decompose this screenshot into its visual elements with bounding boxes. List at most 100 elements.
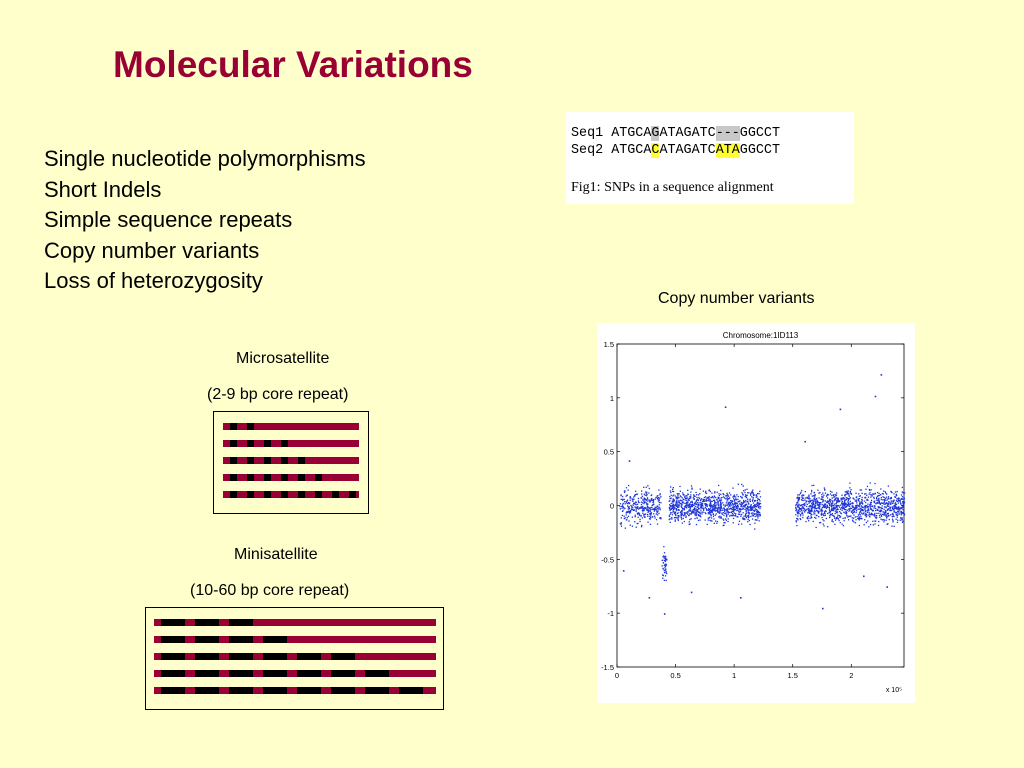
data-point bbox=[869, 523, 872, 526]
data-point bbox=[749, 507, 751, 509]
data-point bbox=[747, 502, 750, 504]
data-point bbox=[675, 515, 677, 517]
data-point bbox=[893, 499, 895, 501]
data-point bbox=[698, 496, 700, 499]
data-point bbox=[700, 499, 702, 501]
data-point bbox=[757, 502, 759, 505]
data-point bbox=[723, 524, 725, 526]
data-point bbox=[743, 490, 745, 492]
data-point bbox=[718, 497, 720, 499]
data-point bbox=[803, 503, 805, 506]
data-point bbox=[728, 497, 730, 500]
data-point bbox=[871, 495, 873, 497]
data-point bbox=[695, 503, 697, 505]
list-item: Single nucleotide polymorphisms bbox=[44, 146, 366, 171]
data-point bbox=[646, 509, 649, 511]
data-point bbox=[841, 501, 843, 503]
data-point bbox=[807, 497, 809, 500]
data-point bbox=[673, 513, 676, 515]
data-point bbox=[677, 505, 679, 507]
data-point bbox=[657, 510, 659, 512]
data-point bbox=[744, 494, 747, 496]
data-point bbox=[895, 506, 897, 508]
data-point bbox=[731, 506, 734, 508]
data-point bbox=[649, 515, 651, 518]
data-point bbox=[796, 524, 798, 527]
data-point bbox=[672, 511, 674, 513]
data-point bbox=[869, 489, 871, 491]
data-point bbox=[631, 525, 634, 527]
data-point bbox=[665, 555, 667, 557]
data-point bbox=[740, 504, 742, 507]
data-point bbox=[711, 509, 713, 511]
data-point bbox=[881, 505, 883, 507]
data-point bbox=[813, 507, 816, 509]
data-point bbox=[799, 493, 802, 495]
data-point bbox=[743, 515, 745, 517]
data-point bbox=[848, 505, 850, 507]
data-point bbox=[621, 505, 624, 507]
data-point bbox=[682, 498, 685, 500]
data-point bbox=[659, 517, 661, 519]
y-tick-label: 1.5 bbox=[604, 340, 614, 349]
data-point bbox=[818, 504, 820, 506]
data-point bbox=[720, 499, 723, 501]
data-point bbox=[747, 514, 750, 517]
data-point bbox=[887, 523, 889, 525]
data-point bbox=[824, 514, 826, 516]
data-point bbox=[648, 492, 650, 494]
data-point bbox=[839, 500, 841, 502]
data-point bbox=[887, 514, 889, 516]
data-point bbox=[690, 494, 692, 496]
data-point bbox=[677, 519, 679, 522]
data-point bbox=[898, 509, 901, 511]
data-point bbox=[676, 509, 678, 511]
data-point bbox=[885, 512, 887, 514]
data-point bbox=[870, 501, 873, 503]
data-point bbox=[662, 574, 664, 577]
data-point bbox=[675, 497, 677, 499]
data-point bbox=[823, 525, 825, 527]
data-point bbox=[688, 521, 690, 523]
data-point bbox=[735, 498, 737, 500]
data-point bbox=[874, 500, 876, 502]
data-point bbox=[717, 509, 719, 511]
data-point bbox=[864, 519, 866, 521]
data-point bbox=[734, 503, 736, 505]
data-point bbox=[752, 494, 755, 497]
data-point bbox=[733, 500, 736, 502]
data-point bbox=[821, 498, 823, 500]
data-point bbox=[756, 505, 759, 507]
data-point bbox=[742, 512, 744, 514]
data-point bbox=[696, 503, 698, 506]
data-point bbox=[697, 513, 699, 516]
data-point bbox=[819, 502, 821, 504]
minisatellite-row bbox=[154, 670, 436, 677]
data-point bbox=[870, 513, 873, 516]
data-point bbox=[716, 491, 718, 493]
data-point bbox=[697, 519, 700, 522]
data-point bbox=[717, 506, 720, 508]
data-point bbox=[697, 503, 699, 505]
data-point bbox=[750, 512, 753, 514]
data-point bbox=[693, 503, 696, 505]
data-point bbox=[633, 509, 635, 511]
data-point bbox=[851, 505, 853, 507]
data-point bbox=[707, 509, 709, 511]
data-point bbox=[673, 508, 675, 511]
data-point bbox=[891, 518, 894, 520]
data-point bbox=[845, 491, 848, 493]
data-point bbox=[869, 482, 871, 484]
data-point bbox=[755, 519, 757, 521]
data-point bbox=[624, 527, 626, 529]
data-point bbox=[822, 496, 824, 498]
data-point bbox=[866, 494, 868, 496]
data-point bbox=[665, 579, 667, 581]
data-point bbox=[640, 497, 642, 499]
data-point bbox=[665, 570, 667, 572]
data-point bbox=[732, 517, 735, 520]
data-point bbox=[746, 508, 748, 510]
data-point bbox=[842, 498, 844, 500]
data-point bbox=[884, 512, 886, 515]
data-point bbox=[824, 505, 827, 508]
